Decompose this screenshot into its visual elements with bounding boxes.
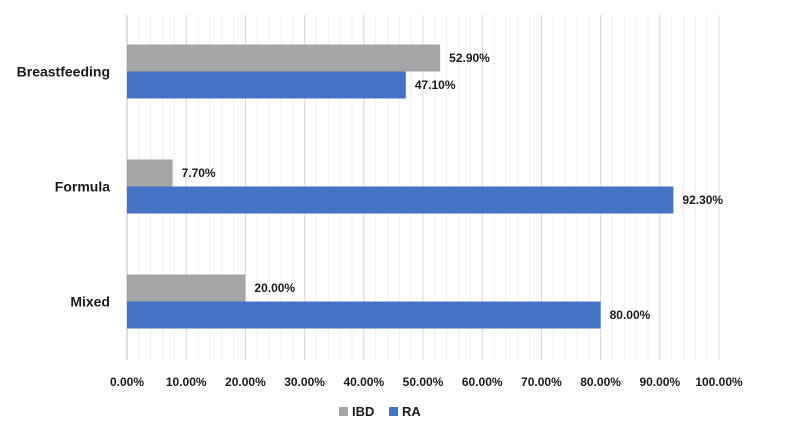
bar-ra <box>127 71 406 99</box>
x-tick-label: 10.00% <box>166 375 207 389</box>
x-tick-label: 100.00% <box>695 375 743 389</box>
bar-ibd <box>127 159 173 187</box>
x-tick-label: 20.00% <box>225 375 266 389</box>
data-label: 80.00% <box>610 308 651 322</box>
data-label: 20.00% <box>254 281 295 295</box>
data-label: 92.30% <box>682 193 723 207</box>
x-tick-label: 50.00% <box>403 375 444 389</box>
category-label: Breastfeeding <box>17 64 110 80</box>
data-label: 7.70% <box>182 166 216 180</box>
legend-label: IBD <box>352 404 374 419</box>
legend-swatch-ra <box>389 407 398 416</box>
x-tick-label: 70.00% <box>521 375 562 389</box>
x-tick-label: 60.00% <box>462 375 503 389</box>
bar-ibd <box>127 274 246 302</box>
data-label: 47.10% <box>415 78 456 92</box>
bar-ibd <box>127 44 441 72</box>
x-tick-label: 40.00% <box>343 375 384 389</box>
category-label: Mixed <box>70 294 110 310</box>
legend-label: RA <box>402 404 421 419</box>
legend-swatch-ibd <box>339 407 348 416</box>
category-label: Formula <box>55 179 110 195</box>
data-label: 52.90% <box>449 51 490 65</box>
x-tick-label: 0.00% <box>110 375 144 389</box>
x-tick-label: 30.00% <box>284 375 325 389</box>
x-tick-label: 80.00% <box>580 375 621 389</box>
bar-ra <box>127 186 674 214</box>
x-tick-label: 90.00% <box>639 375 680 389</box>
bar-ra <box>127 301 601 329</box>
